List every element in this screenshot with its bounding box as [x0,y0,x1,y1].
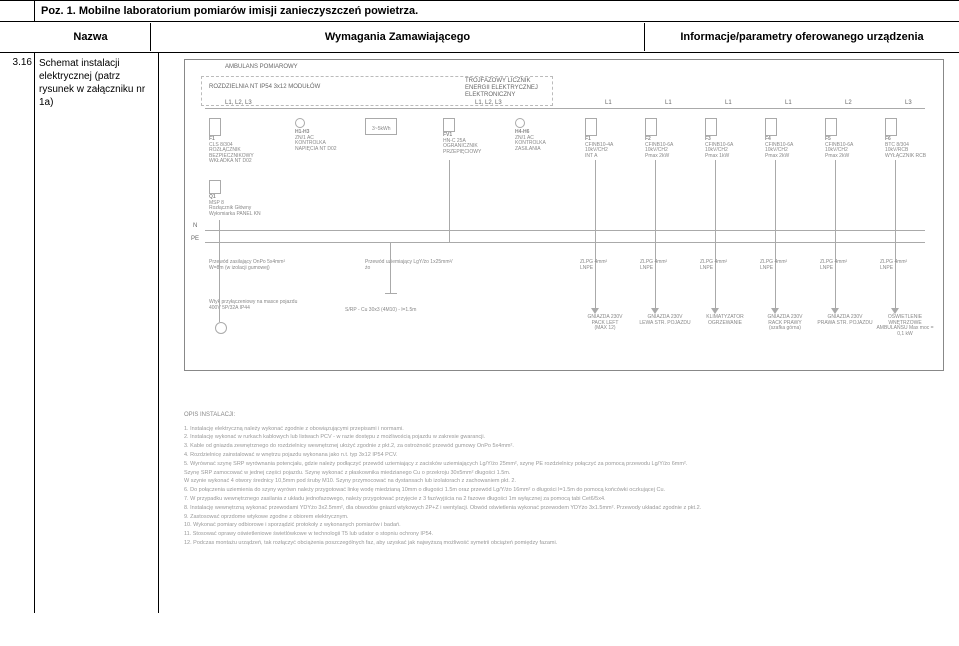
note-item: 4. Rozdzielnicę zainstalować w wnętrzu p… [184,451,944,460]
phase-l1a: L1 [605,100,612,107]
comp-fv1: FV1 HN-C 25A OGRANICZNIK PRZEPIĘCIOWY [443,118,481,155]
comp-q1: Q1 MSP 8 Rozłącznik Główny Wyłomiarka PA… [209,180,261,217]
load-6-desc: OŚWIETLENIEWNĘTRZOWEAMBULANSU Max moc = … [875,315,935,337]
note-item: W szynie wykonać 4 otwory średnicy 10,5m… [184,477,944,486]
note-item: 11. Stosować oprawy oświetleniowe świetl… [184,530,944,539]
load-1: ZLPG 4mm²LNPE [580,260,635,271]
wire [895,160,896,310]
arrow-icon [591,308,599,314]
header-informacje: Informacje/parametry oferowanego urządze… [645,23,959,51]
arrow-icon [711,308,719,314]
label-n: N [193,223,197,230]
bus-pe [205,242,925,243]
wire [219,220,220,322]
arrow-icon [651,308,659,314]
arrow-icon [771,308,779,314]
surge-icon [443,118,455,132]
arrow-icon [891,308,899,314]
bus-n [205,230,925,231]
wire [390,242,391,285]
wire [655,160,656,310]
note-item: 3. Kable od gniazda zewnętrznego do rozd… [184,442,944,451]
wire [595,160,596,310]
enclosure-box [201,76,553,106]
meter-box: 3~5kWh [365,118,397,135]
wire [449,160,450,242]
wire [715,160,716,310]
note-item: 1. Instalację elektryczną należy wykonać… [184,425,944,434]
breaker-icon [645,118,657,136]
bus-top [205,108,925,109]
notes-title: OPIS INSTALACJI: [184,411,944,421]
breaker-icon [885,118,897,136]
phase-l3: L3 [905,100,912,107]
electrical-schematic: AMBULANS POMIAROWY ROZDZIELNIA NT IP54 3… [184,59,944,371]
breaker-icon [825,118,837,136]
lamp-icon [515,118,525,128]
wire [835,160,836,310]
breaker-icon [705,118,717,136]
load-2: ZLPG 4mm²LNPE [640,260,695,271]
header-wymagania: Wymagania Zamawiającego [151,23,645,51]
load-3: ZLPG 4mm²LNPE [700,260,755,271]
breaker-icon [765,118,777,136]
row-number: 3.16 [0,53,35,613]
note-item: 5. Wyrównać szynę SRP wyrównania potencj… [184,460,944,469]
arrow-icon [831,308,839,314]
note-earth-wire: Przewód uziemiający LgY/żo 1x25mm²/żo [365,260,455,271]
title-num-cell [0,1,35,21]
note-item: 10. Wykonać pomiary odbiorowe i sporządz… [184,521,944,530]
wire [775,160,776,310]
load-4-desc: GNIAZDA 230VRACK PRAWY(szafka górna) [755,315,815,332]
page-title: Poz. 1. Mobilne laboratorium pomiarów im… [35,1,959,21]
load-6: ZLPG 4mm²LNPE [880,260,935,271]
comp-fx5: F5CFINB10-6A10kV/CH2Pmax 2kW [825,118,853,159]
page: Poz. 1. Mobilne laboratorium pomiarów im… [0,0,959,646]
load-5-desc: GNIAZDA 230VPRAWA STR. POJAZDU [815,315,875,326]
load-5: ZLPG 4mm²LNPE [820,260,875,271]
load-4: ZLPG 4mm²LNPE [760,260,815,271]
comp-fx4: F4CFINB10-6A10kV/CH2Pmax 2kW [765,118,793,159]
diagram-title: AMBULANS POMIAROWY [225,64,298,71]
note-item: 8. Instalację wewnętrzną wykonać przewod… [184,504,944,513]
plug-icon [215,322,227,334]
breaker-icon [585,118,597,136]
note-cable: Przewód zasilający OnPo 5x4mm² W=8m (w i… [209,260,299,271]
note-item: 6. Do połączenia uziemienia do szyny wyr… [184,486,944,495]
note-item: Szynę SRP zamocować w jednej części poja… [184,469,944,478]
load-2-desc: GNIAZDA 230VLEWA STR. POJAZDU [635,315,695,326]
title-row: Poz. 1. Mobilne laboratorium pomiarów im… [0,0,959,22]
note-plug: Wtyk przyłączeniowy na masce pojazdu 400… [209,300,299,311]
comp-h1h3: H1-H3 ZN/1 AC KONTROLKA NAPIĘCIA NT D02 [295,118,337,152]
comp-f1-fuse: F1 CLS 8/304 ROZŁĄCZNIK BEZPIECZNIKOWY W… [209,118,254,165]
phase-l2: L2 [845,100,852,107]
phase-l1b: L1 [665,100,672,107]
note-item: 7. W przypadku wewnętrznego zasilania z … [184,495,944,504]
lamp-icon [295,118,305,128]
header-nazwa: Nazwa [31,23,151,51]
content-row: 3.16 Schemat instalacji elektrycznej (pa… [0,53,959,613]
comp-h4h6: H4-H6 ZN/1 AC KONTROLKA ZASILANIA [515,118,546,152]
load-3-desc: KLIMATYZATOROGRZEWANIE [695,315,755,326]
comp-fx2: F2CFINB10-6A10kV/CH2Pmax 2kW [645,118,673,159]
note-srp: S/RP - Cu 30x3 (4M10) - l=1.5m [345,308,485,314]
phase-l1d: L1 [785,100,792,107]
column-headers: Nazwa Wymagania Zamawiającego Informacje… [0,22,959,53]
comp-fx1: F1CFINB10-4A10kV/CH2INT A [585,118,613,159]
comp-fx3: F3CFINB10-6A10kV/CH2Pmax 1kW [705,118,733,159]
switch-icon [209,180,221,194]
load-1-desc: GNIAZDA 230VPACK LEFT(MAX 12) [575,315,635,332]
note-item: 2. Instalację wykonać w rurkach kablowyc… [184,433,944,442]
note-item: 12. Podczas montażu urządzeń, tak rozłąc… [184,539,944,548]
comp-fx6: F6BTC 8/30410kV/RCBWYŁĄCZNIK RCB [885,118,926,159]
installation-notes: OPIS INSTALACJI: 1. Instalację elektrycz… [184,411,944,548]
phase-l1c: L1 [725,100,732,107]
label-pe: PE [191,236,199,243]
row-diagram-cell: AMBULANS POMIAROWY ROZDZIELNIA NT IP54 3… [159,53,959,613]
row-nazwa: Schemat instalacji elektrycznej (patrz r… [35,53,159,613]
note-item: 9. Zastosować oprzdome wtykowe zgodne z … [184,513,944,522]
fuse-icon [209,118,221,136]
